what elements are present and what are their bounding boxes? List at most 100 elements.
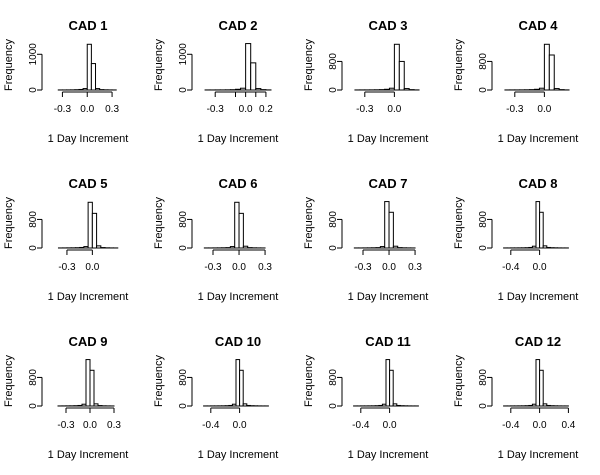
histogram-bar <box>384 201 390 249</box>
histogram-bar <box>228 404 233 407</box>
histogram-bar <box>389 369 394 407</box>
x-tick-label: 0.2 <box>259 104 273 115</box>
y-axis-label: Frequency <box>453 355 465 407</box>
histogram-bar <box>528 246 533 249</box>
histogram-bar <box>91 212 98 249</box>
x-tick-label: 0.3 <box>107 420 121 431</box>
panel-title: CAD 1 <box>68 18 107 33</box>
histogram-bar <box>240 87 247 91</box>
histogram-bar <box>83 246 89 249</box>
x-tick-label: -0.3 <box>54 104 72 115</box>
y-tick-label: 0 <box>478 245 489 251</box>
histogram-bar <box>246 404 251 407</box>
histogram-bar <box>542 245 548 249</box>
y-tick-label: 800 <box>328 369 339 386</box>
y-tick-label: 0 <box>328 87 339 93</box>
histogram-bar <box>388 87 395 91</box>
panel-title: CAD 7 <box>368 176 407 191</box>
x-tick-label: 0.0 <box>383 420 397 431</box>
y-tick-label: 0 <box>478 403 489 409</box>
y-axis-label: Frequency <box>303 39 315 91</box>
y-tick-label: 800 <box>478 369 489 386</box>
histogram-panel: CAD 5 -0.3 0.0 0 800 1 Day Increment Frequency <box>3 176 128 303</box>
x-axis-label: 1 Day Increment <box>498 133 579 145</box>
histogram-bar <box>392 403 398 407</box>
panel-title: CAD 11 <box>365 334 411 349</box>
histogram-bar <box>531 403 537 407</box>
x-axis-label: 1 Day Increment <box>48 449 129 461</box>
x-tick-label: 0.0 <box>533 262 547 273</box>
histogram-bar <box>89 369 95 407</box>
x-tick-label: -0.4 <box>502 420 520 431</box>
panel-title: CAD 12 <box>515 334 561 349</box>
panel-title: CAD 2 <box>218 18 257 33</box>
x-tick-label: 0.3 <box>105 104 119 115</box>
histogram-bar <box>531 245 537 249</box>
y-tick-label: 0 <box>478 87 489 93</box>
histogram-bar <box>96 245 102 249</box>
y-axis-label: Frequency <box>153 197 165 249</box>
histogram-panel: CAD 6 -0.3 0.0 0.3 0 800 1 Day Increment Freque… <box>153 176 278 303</box>
x-tick-label: 0.0 <box>232 262 246 273</box>
y-axis-label: Frequency <box>453 39 465 91</box>
histogram-bar <box>77 404 83 407</box>
y-tick-label: 1000 <box>178 43 189 66</box>
x-axis-label: 1 Day Increment <box>348 133 429 145</box>
histogram-bar <box>78 88 84 91</box>
histogram-bar <box>234 88 242 91</box>
x-tick-label: -0.4 <box>352 420 370 431</box>
panel-title: CAD 5 <box>68 176 107 191</box>
x-axis-label: 1 Day Increment <box>348 291 429 303</box>
x-tick-label: -0.3 <box>58 262 76 273</box>
y-axis-label: Frequency <box>303 197 315 249</box>
x-axis-label: 1 Day Increment <box>48 133 129 145</box>
x-axis-label: 1 Day Increment <box>348 449 429 461</box>
histogram-bar <box>384 88 390 91</box>
histogram-bar <box>81 403 87 407</box>
y-tick-label: 0 <box>328 245 339 251</box>
histogram-bar <box>535 359 541 407</box>
histogram-panel: CAD 2 -0.3 0.0 0.2 0 1000 1 Day Increment Frequ… <box>153 18 278 145</box>
histogram-panel: CAD 10 -0.4 0.0 0 800 1 Day Increment Frequenc… <box>153 334 278 461</box>
histogram-bar <box>85 359 91 407</box>
histogram-bar <box>86 43 92 91</box>
histogram-bar <box>539 211 544 249</box>
histogram-bar <box>553 88 560 91</box>
x-tick-label: -0.3 <box>207 104 225 115</box>
panel-title: CAD 4 <box>518 18 558 33</box>
x-axis-label: 1 Day Increment <box>198 133 279 145</box>
histogram-bar <box>534 88 540 91</box>
histogram-bar <box>388 211 394 249</box>
x-tick-label: -0.4 <box>202 420 220 431</box>
x-tick-label: -0.4 <box>502 262 520 273</box>
y-tick-label: 800 <box>478 53 489 70</box>
x-tick-label: 0.0 <box>80 104 94 115</box>
x-axis-label: 1 Day Increment <box>498 449 579 461</box>
x-tick-label: 0.0 <box>85 262 99 273</box>
histogram-panel: CAD 7 -0.3 0.0 0.3 0 800 1 Day Increment Freque… <box>303 176 428 303</box>
histogram-bar <box>385 359 391 407</box>
panel-title: CAD 8 <box>518 176 557 191</box>
y-tick-label: 800 <box>328 53 339 70</box>
histogram-bar <box>242 245 249 249</box>
y-tick-label: 800 <box>478 211 489 228</box>
x-tick-label: 0.0 <box>233 420 247 431</box>
y-tick-label: 0 <box>178 245 189 251</box>
y-tick-label: 800 <box>178 211 189 228</box>
y-tick-label: 800 <box>28 211 39 228</box>
histogram-bar <box>528 404 533 407</box>
x-tick-label: 0.0 <box>387 104 401 115</box>
y-axis-label: Frequency <box>3 39 15 91</box>
histogram-bar <box>234 201 240 249</box>
y-axis-label: Frequency <box>3 355 15 407</box>
y-axis-label: Frequency <box>153 355 165 407</box>
histogram-bar <box>543 43 550 91</box>
histogram-bar <box>542 403 548 407</box>
histogram-bar <box>242 403 248 407</box>
panel-title: CAD 3 <box>368 18 407 33</box>
y-tick-label: 1000 <box>28 43 39 66</box>
panel-title: CAD 10 <box>215 334 261 349</box>
histogram-bar <box>403 88 410 91</box>
histogram-bar <box>381 403 387 407</box>
